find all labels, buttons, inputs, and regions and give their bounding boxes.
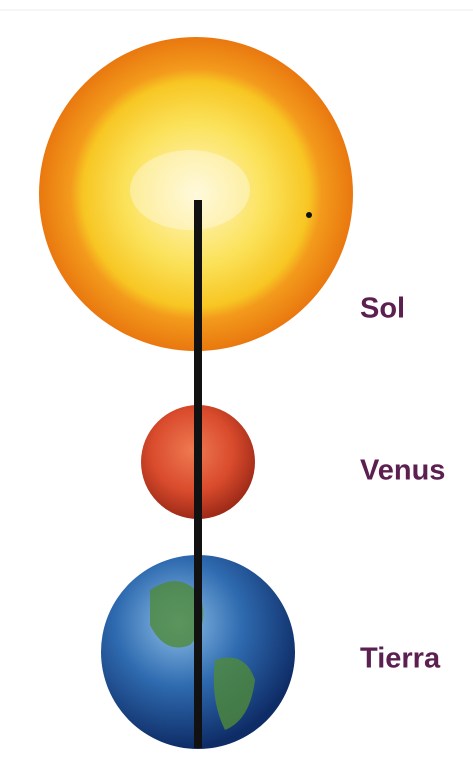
sun-flare: [130, 150, 250, 230]
sun-dot: [306, 212, 312, 218]
earth-label: Tierra: [360, 643, 441, 675]
alignment-diagram: Sol Venus Tierra: [0, 0, 473, 782]
venus-label: Venus: [360, 455, 445, 487]
sun-label: Sol: [360, 293, 405, 325]
